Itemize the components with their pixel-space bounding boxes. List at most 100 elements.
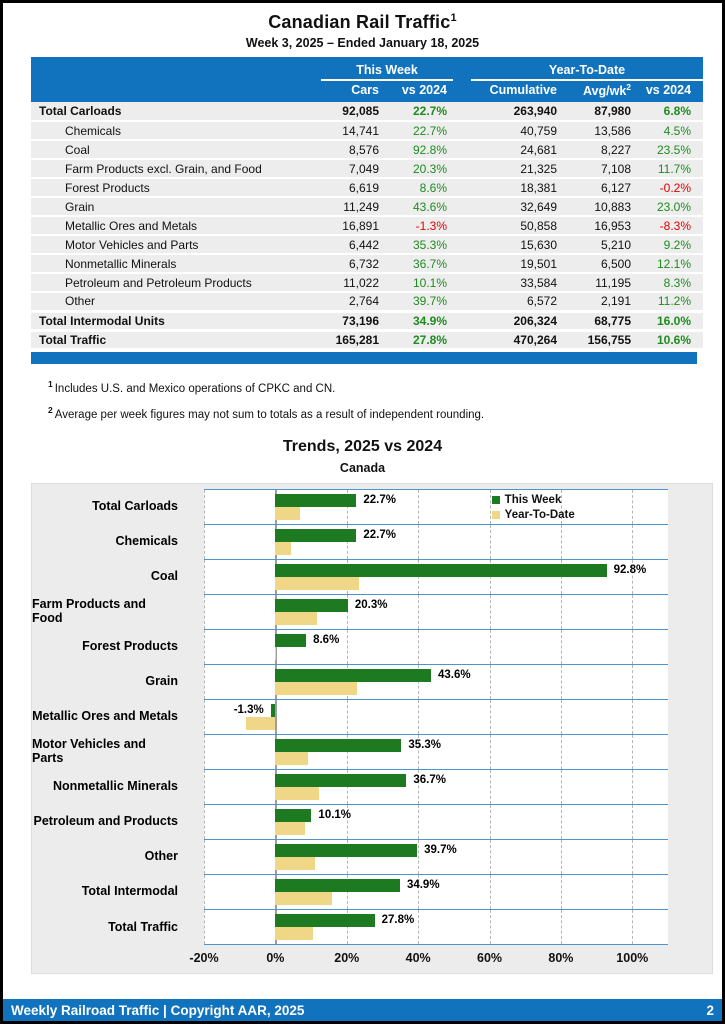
gridline [489,909,491,944]
chart-row: Forest Products 8.6% [32,628,712,664]
chart-category-label: Motor Vehicles and Parts [32,737,146,766]
gridline [418,524,420,559]
traffic-table-header: This Week Year-To-Date Cars vs 2024 Cumu… [31,57,704,102]
gridline [346,489,348,524]
legend-item: This Week [491,493,575,508]
chart-plot-area: Total Carloads 22.7% This Week Year-To-Date… [32,488,712,945]
legend-swatch [491,496,500,505]
gridline [489,559,491,594]
chart-x-axis: -20% 0% 20% 40% 60% 80% 100% [189,945,668,969]
gridline [489,839,491,874]
chart-row: Metallic Ores and Metals -1.3% [32,698,712,734]
ytd-bar [275,576,360,590]
legend-swatch [491,511,500,520]
gridline [489,804,491,839]
chart-band: 22.7% This Week Year-To-Date [204,488,668,524]
table-row: Grain 11,249 43.6% 32,649 10,883 23.0% [31,197,704,217]
gridline [418,804,420,839]
gridline [489,594,491,629]
chart-row: Farm Products and Food 20.3% [32,593,712,629]
this-week-bar [275,563,607,577]
gridline [560,874,562,909]
gridline [560,734,562,769]
gridline [204,909,205,944]
gridline [560,664,562,699]
bar-value-label: 10.1% [318,808,352,821]
gridline [632,524,634,559]
gridline [560,629,562,664]
this-week-bar [275,878,400,892]
chart-category-label: Petroleum and Products [33,814,178,829]
chart-row: Chemicals 22.7% [32,523,712,559]
ytd-bar [275,751,309,765]
bar-value-label: 34.9% [406,878,440,891]
chart-row: Motor Vehicles and Parts 35.3% [32,733,712,769]
gridline [346,594,348,629]
gridline [489,699,491,734]
chart-band: 34.9% [204,873,668,909]
gridline [346,839,348,874]
this-week-bar [275,843,418,857]
gridline [204,874,205,909]
this-week-bar [275,808,312,822]
chart-subtitle: Canada [339,460,386,475]
ytd-bar [275,681,358,695]
gridline [632,594,634,629]
gridline [632,559,634,594]
gridline [346,629,348,664]
chart-legend: This Week Year-To-Date [491,493,575,523]
col-header-avg-wk: Avg/wk2 [563,81,638,102]
bar-value-label: 92.8% [613,563,647,576]
title-footnote-marker: 1 [450,12,457,24]
axis-tick-label: 60% [477,950,503,965]
gridline [418,489,420,524]
chart-category-label: Metallic Ores and Metals [32,709,178,724]
gridline [560,769,562,804]
gridline [632,839,634,874]
footnotes: 1 Includes U.S. and Mexico operations of … [48,374,692,426]
gridline [204,804,205,839]
gridline [560,699,562,734]
gridline [418,734,420,769]
gridline [489,734,491,769]
chart-category-label: Total Intermodal [81,884,178,899]
legend-label: Year-To-Date [504,509,575,522]
axis-tick-label: 40% [405,950,431,965]
gridline [204,559,205,594]
this-week-bar [275,633,307,647]
col-header-cars: Cars [321,81,385,102]
gridline [204,664,205,699]
this-week-bar [275,913,375,927]
chart-category-label: Farm Products and Food [32,597,146,626]
gridline [204,734,205,769]
gridline [560,594,562,629]
gridline [204,629,205,664]
trends-chart: Total Carloads 22.7% This Week Year-To-Date… [31,482,713,974]
gridline [632,699,634,734]
chart-category-label: Coal [150,569,178,584]
bar-value-label: -1.3% [233,703,264,716]
gridline [632,629,634,664]
ytd-bar [275,926,314,940]
gridline [204,769,205,804]
gridline [418,629,420,664]
chart-row: Total Intermodal 34.9% [32,873,712,909]
gridline [346,734,348,769]
footnote-2: 2 Average per week figures may not sum to… [48,404,485,421]
group-header-this-week: This Week [321,57,454,81]
table-row: Nonmetallic Minerals 6,732 36.7% 19,501 6,50… [31,254,704,274]
page-title: Canadian Rail Traffic1 [268,12,457,32]
chart-row: Total Carloads 22.7% This Week Year-To-Date [32,488,712,524]
this-week-bar [275,773,407,787]
footnote-1: 1 Includes U.S. and Mexico operations of … [48,379,336,395]
gridline [489,664,491,699]
chart-band: 39.7% [204,838,668,874]
bar-value-label: 36.7% [413,773,446,786]
gridline [418,664,420,699]
gridline [418,559,420,594]
chart-category-label: Other [144,849,178,864]
table-row: Forest Products 6,619 8.6% 18,381 6,127 -0.2% [31,178,704,198]
gridline [418,699,420,734]
this-week-bar [275,528,357,542]
bar-value-label: 22.7% [363,493,396,506]
